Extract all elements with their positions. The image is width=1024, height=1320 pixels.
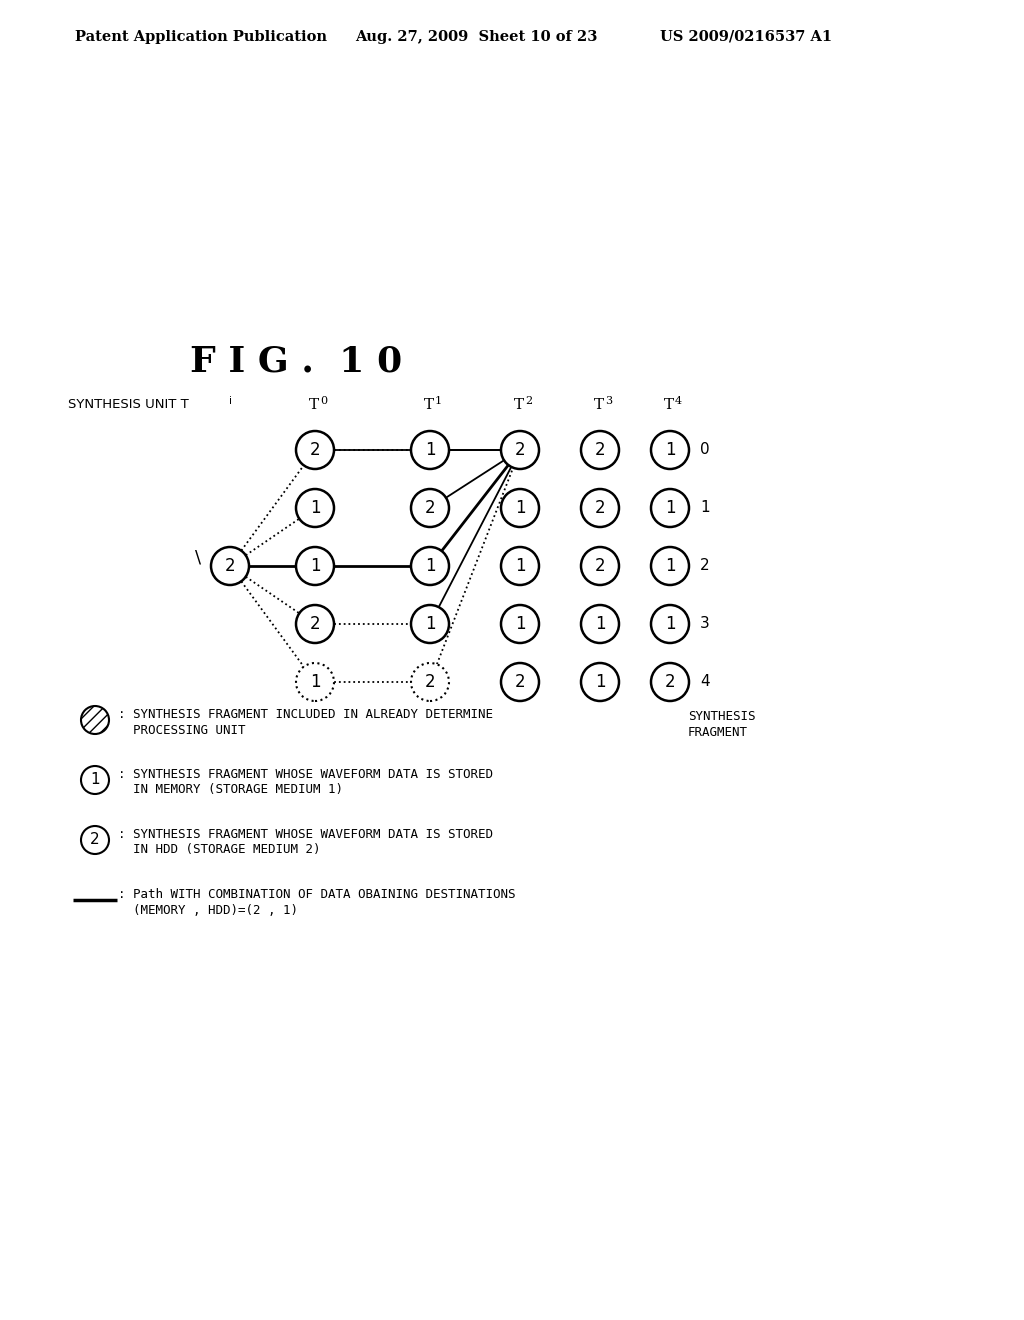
Circle shape	[501, 605, 539, 643]
Text: SYNTHESIS: SYNTHESIS	[688, 710, 756, 723]
Text: (MEMORY , HDD)=(2 , 1): (MEMORY , HDD)=(2 , 1)	[118, 903, 298, 916]
Circle shape	[501, 546, 539, 585]
Text: 2: 2	[515, 673, 525, 690]
Circle shape	[411, 432, 449, 469]
Text: 1: 1	[435, 396, 442, 407]
Text: 1: 1	[595, 673, 605, 690]
Text: 1: 1	[595, 615, 605, 634]
Text: 2: 2	[425, 673, 435, 690]
Text: 1: 1	[425, 557, 435, 576]
Circle shape	[501, 488, 539, 527]
Text: \: \	[195, 549, 201, 568]
Text: 2: 2	[595, 557, 605, 576]
Text: : Path WITH COMBINATION OF DATA OBAINING DESTINATIONS: : Path WITH COMBINATION OF DATA OBAINING…	[118, 887, 515, 900]
Circle shape	[296, 605, 334, 643]
Circle shape	[581, 488, 618, 527]
Text: T: T	[664, 399, 674, 412]
Text: 2: 2	[525, 396, 532, 407]
Text: 1: 1	[90, 772, 99, 788]
Circle shape	[651, 605, 689, 643]
Text: 2: 2	[515, 441, 525, 459]
Text: 1: 1	[425, 615, 435, 634]
Text: 1: 1	[309, 557, 321, 576]
Text: 4: 4	[675, 396, 682, 407]
Text: T: T	[309, 399, 319, 412]
Circle shape	[411, 546, 449, 585]
Circle shape	[651, 488, 689, 527]
Text: Aug. 27, 2009  Sheet 10 of 23: Aug. 27, 2009 Sheet 10 of 23	[355, 30, 597, 44]
Text: 1: 1	[665, 499, 675, 517]
Text: 1: 1	[515, 499, 525, 517]
Text: F I G .  1 0: F I G . 1 0	[190, 345, 402, 379]
Text: 2: 2	[309, 615, 321, 634]
Text: 2: 2	[90, 833, 99, 847]
Text: Patent Application Publication: Patent Application Publication	[75, 30, 327, 44]
Circle shape	[296, 432, 334, 469]
Text: 2: 2	[425, 499, 435, 517]
Circle shape	[651, 663, 689, 701]
Circle shape	[581, 605, 618, 643]
Text: T: T	[514, 399, 524, 412]
Text: T: T	[594, 399, 604, 412]
Text: FRAGMENT: FRAGMENT	[688, 726, 748, 739]
Circle shape	[296, 546, 334, 585]
Text: 0: 0	[319, 396, 327, 407]
Text: 2: 2	[700, 558, 710, 573]
Text: 2: 2	[309, 441, 321, 459]
Text: 1: 1	[515, 615, 525, 634]
Text: IN HDD (STORAGE MEDIUM 2): IN HDD (STORAGE MEDIUM 2)	[118, 843, 321, 857]
Text: SYNTHESIS UNIT T: SYNTHESIS UNIT T	[68, 399, 188, 412]
Circle shape	[296, 663, 334, 701]
Circle shape	[501, 663, 539, 701]
Text: 1: 1	[665, 615, 675, 634]
Text: : SYNTHESIS FRAGMENT INCLUDED IN ALREADY DETERMINE: : SYNTHESIS FRAGMENT INCLUDED IN ALREADY…	[118, 708, 493, 721]
Text: PROCESSING UNIT: PROCESSING UNIT	[118, 723, 246, 737]
Circle shape	[411, 605, 449, 643]
Text: 2: 2	[595, 441, 605, 459]
Text: 4: 4	[700, 675, 710, 689]
Circle shape	[651, 546, 689, 585]
Text: 1: 1	[665, 557, 675, 576]
Text: 3: 3	[605, 396, 612, 407]
Circle shape	[411, 663, 449, 701]
Text: 3: 3	[700, 616, 710, 631]
Text: i: i	[229, 396, 232, 407]
Circle shape	[581, 432, 618, 469]
Text: 0: 0	[700, 442, 710, 458]
Circle shape	[651, 432, 689, 469]
Text: : SYNTHESIS FRAGMENT WHOSE WAVEFORM DATA IS STORED: : SYNTHESIS FRAGMENT WHOSE WAVEFORM DATA…	[118, 828, 493, 841]
Circle shape	[581, 546, 618, 585]
Text: US 2009/0216537 A1: US 2009/0216537 A1	[660, 30, 833, 44]
Text: 1: 1	[309, 499, 321, 517]
Text: 2: 2	[224, 557, 236, 576]
Text: IN MEMORY (STORAGE MEDIUM 1): IN MEMORY (STORAGE MEDIUM 1)	[118, 784, 343, 796]
Text: 1: 1	[425, 441, 435, 459]
Circle shape	[211, 546, 249, 585]
Circle shape	[581, 663, 618, 701]
Text: 2: 2	[665, 673, 675, 690]
Text: 1: 1	[515, 557, 525, 576]
Circle shape	[411, 488, 449, 527]
Text: 1: 1	[700, 500, 710, 516]
Text: 2: 2	[595, 499, 605, 517]
Circle shape	[501, 432, 539, 469]
Circle shape	[81, 706, 109, 734]
Text: T: T	[424, 399, 434, 412]
Text: 1: 1	[665, 441, 675, 459]
Circle shape	[81, 826, 109, 854]
Text: : SYNTHESIS FRAGMENT WHOSE WAVEFORM DATA IS STORED: : SYNTHESIS FRAGMENT WHOSE WAVEFORM DATA…	[118, 767, 493, 780]
Text: 1: 1	[309, 673, 321, 690]
Circle shape	[296, 488, 334, 527]
Circle shape	[81, 766, 109, 795]
